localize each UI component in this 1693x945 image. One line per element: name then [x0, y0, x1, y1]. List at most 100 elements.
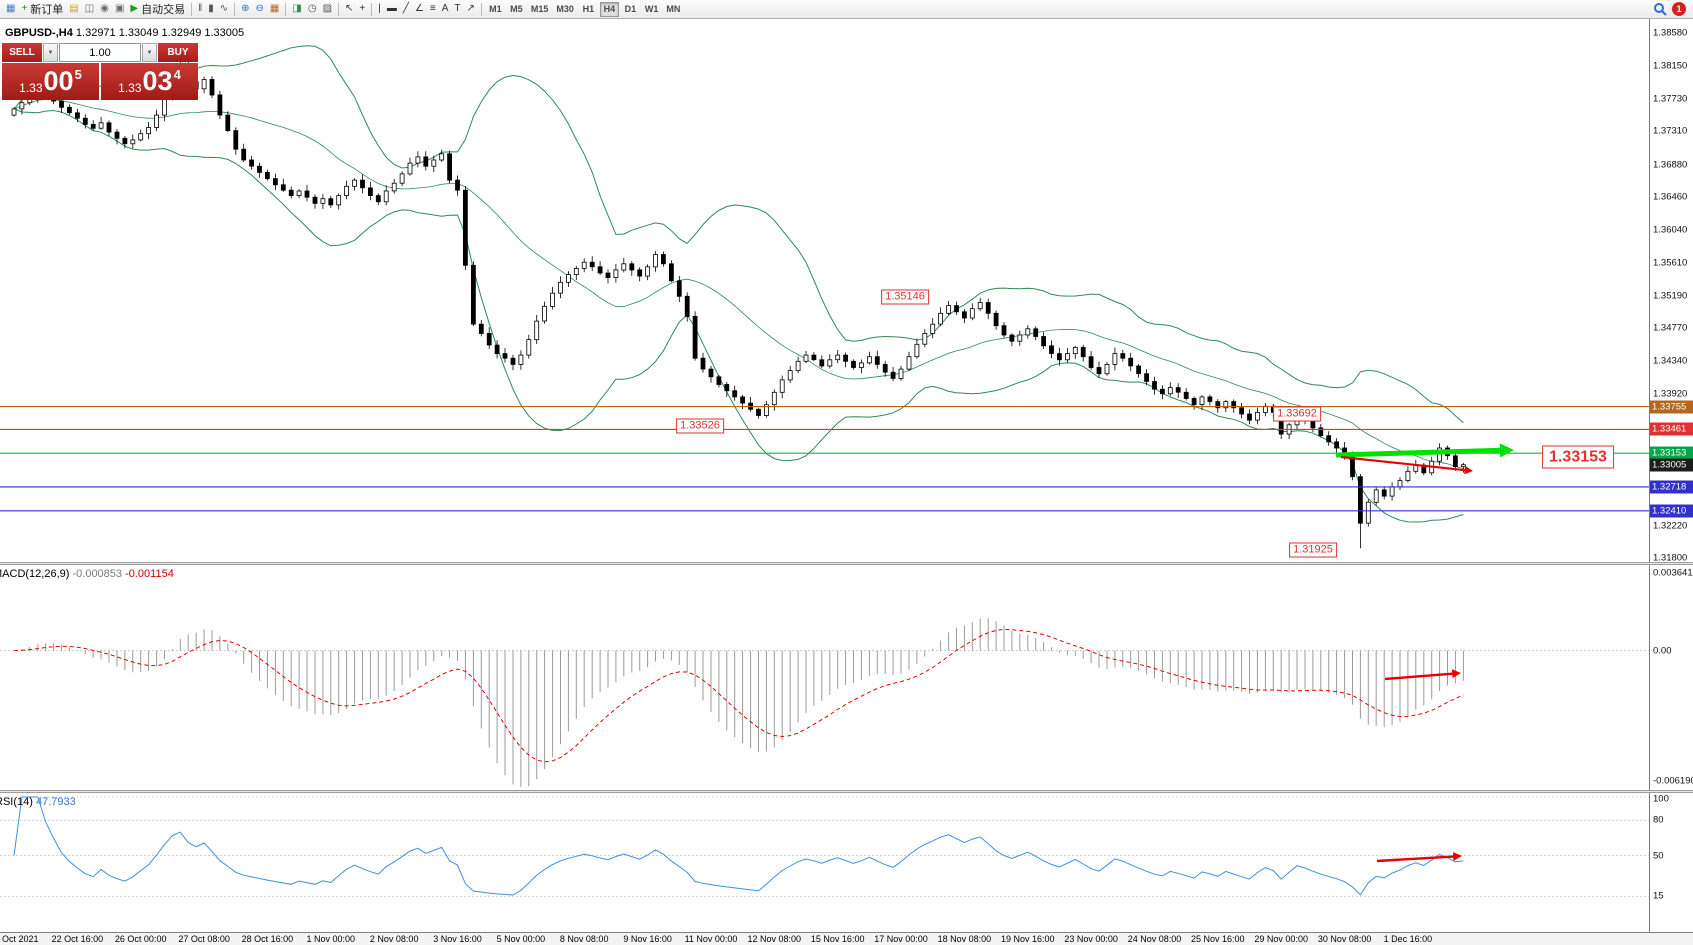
timeframe-m30-button[interactable]: M30 [556, 4, 574, 14]
symbol-ohlc-line: GBPUSD-,H4 1.32971 1.33049 1.32949 1.330… [5, 27, 244, 39]
periodicity-button[interactable]: ◷ [305, 1, 320, 18]
price-axis-label: 1.35610 [1653, 257, 1688, 269]
fibonacci-button[interactable]: ≡ [427, 1, 439, 18]
buy-price-button[interactable]: 1.33 03 4 [101, 63, 198, 100]
charts-button[interactable]: ◫ [82, 1, 97, 18]
timeframe-d1-button[interactable]: D1 [624, 4, 637, 14]
buy-price-prefix: 1.33 [118, 81, 142, 95]
cursor-button[interactable]: ↖ [342, 1, 356, 18]
macd-canvas[interactable] [0, 565, 1693, 790]
trend-arrow-head[interactable] [1453, 852, 1462, 861]
time-axis-label: 8 Nov 08:00 [559, 934, 609, 944]
price-chart-panel[interactable]: GBPUSD-,H4 1.32971 1.33049 1.32949 1.330… [0, 19, 1693, 562]
time-axis-label: 5 Nov 00:00 [496, 934, 546, 944]
horizontal-line-icon: ▬ [386, 3, 397, 14]
new-order-icon: + [21, 3, 28, 14]
trend-arrow-line[interactable] [1335, 447, 1503, 458]
bar-chart-icon: ‖ [198, 3, 203, 14]
trendline-button[interactable]: ╱ [400, 1, 412, 18]
trend-arrow-line[interactable] [1340, 455, 1467, 472]
sell-dropdown-icon[interactable]: ▼ [43, 43, 58, 62]
trend-arrow-head[interactable] [1464, 465, 1473, 475]
price-chart-canvas[interactable] [0, 19, 1693, 562]
equidistant-channel-icon: ∠ [414, 3, 424, 14]
templates-icon: ▨ [322, 3, 333, 14]
trend-arrow-line[interactable] [1376, 855, 1456, 863]
notification-badge[interactable]: 1 [1672, 2, 1686, 16]
timeframe-mn-button[interactable]: MN [666, 4, 681, 14]
toolbar-divider [191, 2, 193, 16]
sell-price-prefix: 1.33 [19, 81, 43, 95]
new-order-button[interactable]: + 新订单 [18, 1, 66, 18]
panel-separator[interactable] [0, 562, 1693, 565]
bar-chart-button[interactable]: ‖ [195, 1, 205, 18]
price-axis-label: 1.37730 [1653, 93, 1688, 105]
fibonacci-icon: ≡ [429, 3, 436, 14]
zoom-in-icon: ⊕ [241, 3, 250, 14]
vertical-line-button[interactable]: | [375, 1, 384, 18]
price-annotation[interactable]: 1.33526 [676, 418, 724, 434]
bollinger-upper-band[interactable] [13, 45, 1464, 423]
buy-button[interactable]: BUY [158, 43, 198, 62]
price-annotation[interactable]: 1.35146 [881, 289, 929, 305]
timeframe-m1-button[interactable]: M1 [489, 4, 502, 14]
sell-button[interactable]: SELL [2, 43, 42, 62]
zoom-in-button[interactable]: ⊕ [238, 1, 252, 18]
crosshair-button[interactable]: + [356, 1, 368, 18]
zoom-out-icon: ⊖ [255, 3, 264, 14]
timeframe-m5-button[interactable]: M5 [510, 4, 523, 14]
volume-dropdown-icon[interactable]: ▼ [142, 43, 157, 62]
price-annotation[interactable]: 1.33692 [1273, 406, 1321, 422]
bollinger-lower-band[interactable] [13, 108, 1464, 523]
time-axis-label: 9 Nov 16:00 [623, 934, 672, 944]
panel-separator[interactable] [0, 790, 1693, 793]
rsi-line [13, 796, 1464, 896]
toolbar-left-group: ▦ + 新订单 ▤ ◫ ◉ ▣ ▶ 自动交易 ‖ ▮ ∿ ⊕ ⊖ ▦ ◨ ◷ ▨ ↖ + | ▬ ╱ ∠ ≡ A T ↗ M1 M5 M15… [3, 1, 684, 18]
time-axis-label: 2 Nov 08:00 [369, 934, 419, 944]
equidistant-channel-button[interactable]: ∠ [412, 1, 427, 18]
time-axis-label: 17 Nov 00:00 [874, 934, 928, 944]
arrows-button[interactable]: ↗ [463, 1, 477, 18]
terminal-button[interactable]: ▣ [112, 1, 127, 18]
timeframe-w1-button[interactable]: W1 [644, 4, 659, 14]
chart-window-button[interactable]: ▦ [3, 1, 18, 18]
macd-panel[interactable]: MACD(12,26,9) -0.000853 -0.001154 0.0036… [0, 565, 1693, 790]
timeframe-h4-button[interactable]: H4 [599, 1, 619, 17]
time-axis-label: Oct 2021 [2, 934, 39, 944]
new-chart-button[interactable]: ◨ [289, 1, 304, 18]
price-annotation[interactable]: 1.33153 [1542, 445, 1614, 469]
trend-arrow-head[interactable] [1499, 443, 1514, 458]
line-chart-button[interactable]: ∿ [217, 1, 231, 18]
sell-price-button[interactable]: 1.33 00 5 [2, 63, 99, 100]
text-label-icon: T [454, 3, 461, 14]
timeframe-m15-button[interactable]: M15 [530, 4, 549, 14]
macd-histogram [21, 618, 1464, 787]
time-axis-label: 1 Dec 16:00 [1383, 934, 1433, 944]
horizontal-line-button[interactable]: ▬ [384, 1, 400, 18]
search-icon[interactable] [1653, 2, 1667, 16]
time-axis-label: 12 Nov 08:00 [747, 934, 802, 944]
volume-input[interactable] [59, 43, 141, 62]
rsi-axis-label: 100 [1653, 793, 1669, 805]
auto-trading-button-label: 自动交易 [141, 4, 186, 16]
zoom-out-button[interactable]: ⊖ [253, 1, 267, 18]
candlestick-chart-button[interactable]: ▮ [205, 1, 217, 18]
timeframe-h1-button[interactable]: H1 [582, 4, 595, 14]
bollinger-middle-band[interactable] [13, 98, 1464, 469]
time-axis-label: 25 Nov 16:00 [1191, 934, 1245, 944]
toolbar-divider [371, 2, 373, 16]
text-label-button[interactable]: T [451, 1, 463, 18]
profiles-button[interactable]: ▤ [66, 1, 81, 18]
trend-arrow-head[interactable] [1451, 669, 1461, 679]
auto-trading-button[interactable]: ▶ 自动交易 [127, 1, 188, 18]
time-axis-label: 26 Oct 00:00 [114, 934, 167, 944]
trend-arrow-line[interactable] [1384, 672, 1455, 681]
price-annotation[interactable]: 1.31925 [1289, 542, 1337, 558]
trendline-icon: ╱ [402, 3, 409, 14]
rsi-canvas[interactable] [0, 793, 1693, 932]
tile-windows-button[interactable]: ▦ [267, 1, 282, 18]
rsi-panel[interactable]: RSI(14) 47.7933 100 80 50 15 [0, 793, 1693, 932]
templates-button[interactable]: ▨ [320, 1, 335, 18]
navigator-button[interactable]: ◉ [97, 1, 112, 18]
text-button[interactable]: A [439, 1, 452, 18]
